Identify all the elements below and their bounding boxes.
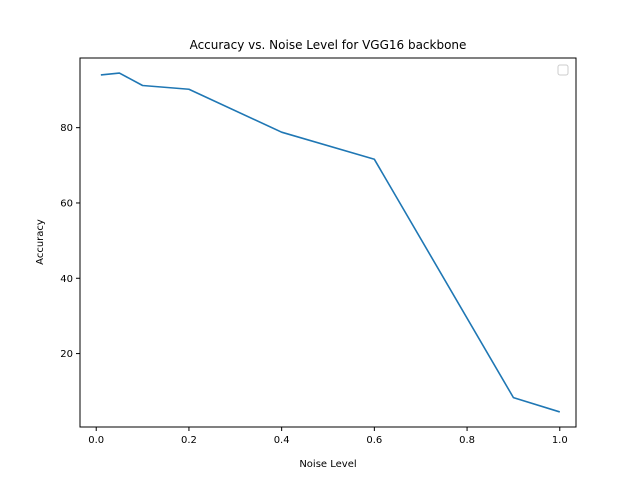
x-tick-label: 0.2	[181, 435, 197, 446]
x-tick-label: 0.6	[366, 435, 382, 446]
legend-box	[557, 64, 569, 76]
x-tick-label: 0.4	[274, 435, 290, 446]
plot-area	[79, 57, 577, 428]
x-tick-label: 1.0	[552, 435, 568, 446]
y-axis-label: Accuracy	[35, 219, 46, 265]
series-layer	[100, 72, 561, 413]
y-tick-label: 20	[60, 349, 73, 360]
x-axis: 0.0 0.2 0.4 0.6 0.8 1.0	[88, 427, 568, 446]
x-tick-label: 0.8	[459, 435, 475, 446]
axes-frame	[79, 57, 577, 428]
chart-title: Accuracy vs. Noise Level for VGG16 backb…	[190, 38, 467, 52]
y-tick-label: 40	[60, 274, 73, 285]
x-axis-label: Noise Level	[299, 459, 356, 470]
y-tick-label: 60	[60, 198, 73, 209]
series-line	[100, 72, 561, 413]
x-tick-label: 0.0	[88, 435, 104, 446]
y-tick-label: 80	[60, 123, 73, 134]
y-axis: 20 40 60 80	[60, 123, 80, 360]
